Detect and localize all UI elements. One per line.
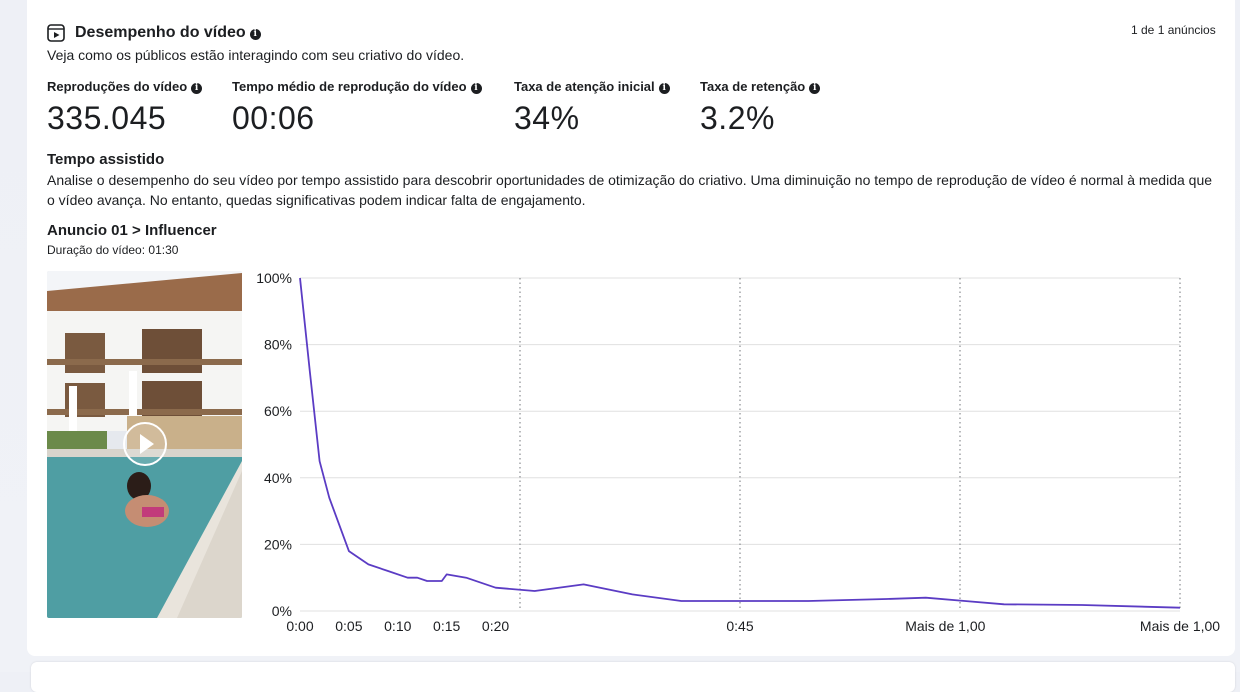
x-tick-label: 0:00 [286, 618, 313, 634]
y-tick-label: 20% [264, 536, 292, 552]
info-icon[interactable]: i [809, 83, 820, 94]
info-icon[interactable]: i [659, 83, 670, 94]
metric-value-retention: 3.2% [700, 100, 775, 137]
play-icon[interactable] [123, 422, 167, 466]
x-tick-label: Mais de 1,00 [905, 618, 985, 634]
title-text: Desempenho do vídeo [75, 24, 246, 41]
x-tick-label: Mais de 1,00 [1140, 618, 1220, 634]
x-tick-label: 0:20 [482, 618, 509, 634]
section-subtitle: Veja como os públicos estão interagindo … [47, 47, 464, 63]
x-tick-label: 0:05 [335, 618, 362, 634]
metric-value-avg-play-time: 00:06 [232, 100, 315, 137]
ad-name: Anuncio 01 > Influencer [47, 222, 217, 239]
section-title: Desempenho do vídeo i [75, 24, 261, 42]
next-card [31, 662, 1235, 692]
y-tick-label: 60% [264, 403, 292, 419]
y-tick-label: 100% [256, 270, 292, 286]
y-tick-label: 80% [264, 337, 292, 353]
metric-value-video-plays: 335.045 [47, 100, 166, 137]
watch-time-chart: 100% 80% 60% 40% 20% 0%0:00 0:05 0:10 0:15 0:20 0:… [245, 262, 1235, 642]
x-tick-label: 0:10 [384, 618, 411, 634]
x-tick-label: 0:45 [726, 618, 753, 634]
metric-value-initial-attention: 34% [514, 100, 580, 137]
info-icon[interactable]: i [250, 29, 261, 40]
info-icon[interactable]: i [471, 83, 482, 94]
y-tick-label: 0% [272, 603, 292, 619]
info-icon[interactable]: i [191, 83, 202, 94]
ad-counter: 1 de 1 anúncios [1131, 23, 1216, 37]
video-play-icon [47, 24, 65, 42]
video-duration: Duração do vídeo: 01:30 [47, 243, 178, 257]
watch-time-title: Tempo assistido [47, 151, 164, 168]
y-tick-label: 40% [264, 470, 292, 486]
x-tick-label: 0:15 [433, 618, 460, 634]
watch-time-description: Analise o desempenho do seu vídeo por te… [47, 170, 1217, 210]
